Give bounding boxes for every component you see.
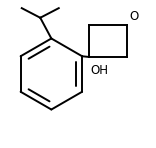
Text: OH: OH [91, 64, 109, 77]
Text: O: O [129, 10, 138, 23]
